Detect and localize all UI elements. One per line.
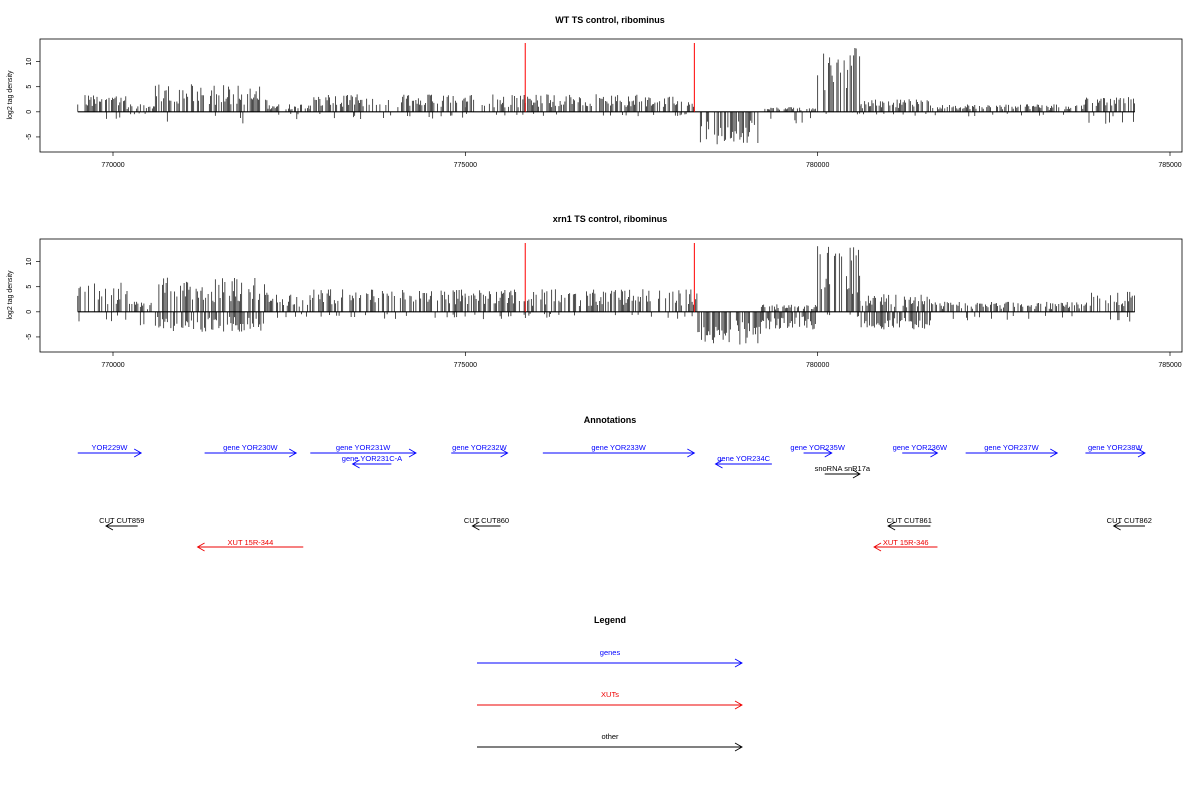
gene-label: gene YOR231W bbox=[336, 443, 391, 452]
cut-label: CUT CUT862 bbox=[1107, 516, 1152, 525]
legend-items: genes XUTs other bbox=[477, 648, 743, 752]
gene-label: gene YOR237W bbox=[984, 443, 1039, 452]
gene-label: gene YOR235W bbox=[790, 443, 845, 452]
cut-label: CUT CUT861 bbox=[887, 516, 932, 525]
x-tick-label: 770000 bbox=[101, 162, 124, 169]
annotations-title: Annotations bbox=[584, 415, 637, 425]
gene-minus-label: gene YOR234C bbox=[717, 454, 770, 463]
cut-arrowhead bbox=[887, 521, 896, 531]
y-tick-label: 10 bbox=[26, 58, 33, 66]
gene-label: gene YOR233W bbox=[591, 443, 646, 452]
panel-wt-axes: -5 0 5 10 770000 775000 780000 785000 bbox=[26, 58, 1182, 169]
x-tick-label: 785000 bbox=[1158, 362, 1181, 369]
panel-xrn1: xrn1 TS control, ribominus log2 tag dens… bbox=[7, 214, 1183, 369]
xut-label: XUT 15R-344 bbox=[228, 538, 274, 547]
cut-arrowhead bbox=[471, 521, 480, 531]
annotation-features: YOR229W gene YOR230W gene YOR231W gene YOR2… bbox=[77, 443, 1152, 552]
x-tick-label: 780000 bbox=[806, 362, 829, 369]
y-tick-label: 5 bbox=[26, 85, 33, 89]
gene-label: gene YOR236W bbox=[893, 443, 948, 452]
y-tick-label: 10 bbox=[26, 258, 33, 266]
y-tick-label: 0 bbox=[26, 110, 33, 114]
panel-wt: WT TS control, ribominus log2 tag densit… bbox=[7, 15, 1183, 169]
gene-minus-arrowhead bbox=[351, 459, 360, 469]
y-tick-label: -5 bbox=[26, 134, 33, 140]
y-tick-label: -5 bbox=[26, 334, 33, 340]
panel-xrn1-ylabel: log2 tag density bbox=[7, 270, 14, 320]
gene-arrowhead bbox=[500, 448, 509, 458]
gene-arrowhead bbox=[687, 448, 696, 458]
legend-arrowhead-genes bbox=[734, 658, 743, 668]
gene-label: gene YOR232W bbox=[452, 443, 507, 452]
panel-xrn1-signal bbox=[77, 243, 1135, 345]
gene-label: YOR229W bbox=[92, 443, 129, 452]
legend-label-other: other bbox=[601, 732, 619, 741]
x-tick-label: 775000 bbox=[454, 162, 477, 169]
y-tick-label: 0 bbox=[26, 310, 33, 314]
x-tick-label: 775000 bbox=[454, 362, 477, 369]
gene-label: gene YOR230W bbox=[223, 443, 278, 452]
gene-arrowhead bbox=[824, 448, 833, 458]
other-feature-arrowhead bbox=[852, 469, 861, 479]
gene-label: gene YOR238W bbox=[1088, 443, 1143, 452]
gene-arrowhead bbox=[288, 448, 298, 458]
xut-label: XUT 15R-346 bbox=[883, 538, 929, 547]
legend-label-xuts: XUTs bbox=[601, 690, 619, 699]
legend-arrowhead-xuts bbox=[734, 700, 743, 710]
panel-xrn1-frame bbox=[39, 238, 1183, 353]
xut-arrowhead bbox=[196, 542, 205, 552]
y-tick-label: 5 bbox=[26, 285, 33, 289]
annotations-track: Annotations YOR229W gene YOR230W gene YOR2… bbox=[77, 415, 1152, 552]
panel-xrn1-axes: -5 0 5 10 770000 775000 780000 785000 bbox=[26, 258, 1182, 369]
legend: Legend genes XUTs other bbox=[477, 615, 743, 752]
panel-xrn1-title: xrn1 TS control, ribominus bbox=[553, 214, 668, 224]
panel-wt-signal bbox=[77, 43, 1135, 145]
cut-arrowhead bbox=[1112, 521, 1121, 531]
panel-wt-ylabel: log2 tag density bbox=[7, 70, 14, 120]
x-tick-label: 770000 bbox=[101, 362, 124, 369]
cut-label: CUT CUT859 bbox=[99, 516, 144, 525]
gene-arrowhead bbox=[930, 448, 939, 458]
legend-label-genes: genes bbox=[600, 648, 621, 657]
cut-arrowhead bbox=[105, 521, 114, 531]
gene-arrowhead bbox=[1137, 448, 1146, 458]
cut-label: CUT CUT860 bbox=[464, 516, 509, 525]
gene-arrowhead bbox=[133, 448, 143, 458]
x-tick-label: 785000 bbox=[1158, 162, 1181, 169]
legend-title: Legend bbox=[594, 615, 626, 625]
x-tick-label: 780000 bbox=[806, 162, 829, 169]
gene-arrowhead bbox=[1050, 448, 1059, 458]
gene-minus-label: gene YOR231C-A bbox=[342, 454, 402, 463]
legend-arrowhead-other bbox=[734, 742, 743, 752]
other-feature-label: snoRNA snR17a bbox=[815, 464, 871, 473]
panel-wt-frame bbox=[39, 38, 1183, 153]
gene-arrowhead bbox=[408, 448, 417, 458]
panel-wt-title: WT TS control, ribominus bbox=[555, 15, 665, 25]
gene-minus-arrowhead bbox=[714, 459, 723, 469]
xut-arrowhead bbox=[873, 542, 882, 552]
